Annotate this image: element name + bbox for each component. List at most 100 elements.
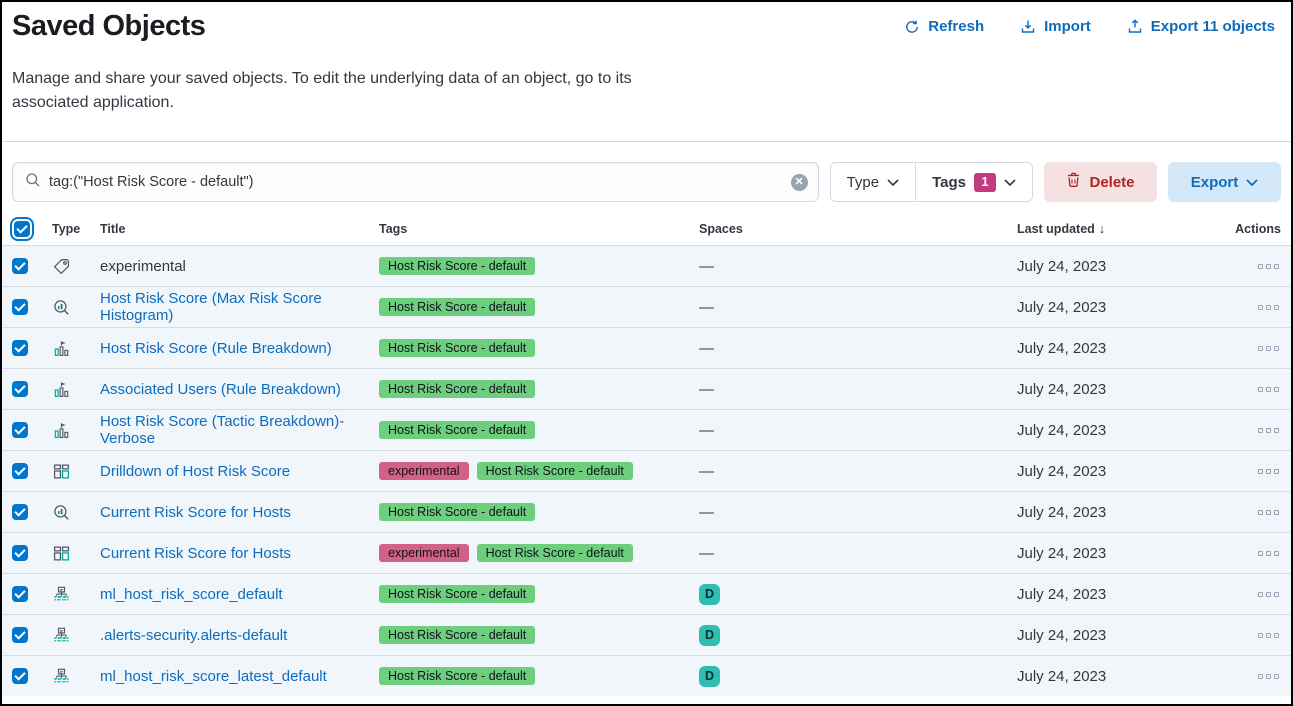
- clear-search-icon[interactable]: ✕: [790, 173, 808, 191]
- row-checkbox[interactable]: [12, 586, 28, 602]
- space-avatar[interactable]: D: [699, 665, 720, 687]
- row-actions-icon[interactable]: [1256, 342, 1281, 355]
- row-checkbox-cell: [12, 504, 52, 520]
- tag-badge[interactable]: experimental: [379, 462, 469, 480]
- delete-button[interactable]: Delete: [1044, 162, 1157, 202]
- row-checkbox[interactable]: [12, 258, 28, 274]
- tag-badge[interactable]: Host Risk Score - default: [379, 298, 536, 316]
- object-title-link[interactable]: .alerts-security.alerts-default: [100, 626, 288, 644]
- row-last-updated-cell: July 24, 2023: [1017, 545, 1169, 562]
- table-row: experimental Host Risk Score - default — Ju…: [2, 245, 1291, 286]
- space-avatar[interactable]: D: [699, 624, 720, 646]
- row-actions-icon[interactable]: [1256, 424, 1281, 437]
- tags-filter-label: Tags: [932, 173, 966, 191]
- tag-badge[interactable]: Host Risk Score - default: [379, 503, 536, 521]
- object-title-link[interactable]: Host Risk Score (Rule Breakdown): [100, 339, 332, 357]
- row-checkbox[interactable]: [12, 463, 28, 479]
- no-space-dash: —: [699, 462, 714, 480]
- object-title-link[interactable]: Drilldown of Host Risk Score: [100, 462, 291, 480]
- row-actions-cell: [1169, 342, 1281, 355]
- tag-badge[interactable]: Host Risk Score - default: [379, 380, 536, 398]
- row-actions-cell: [1169, 301, 1281, 314]
- object-title-link[interactable]: ml_host_risk_score_latest_default: [100, 667, 327, 685]
- header-last-updated[interactable]: Last updated ↓: [1017, 221, 1106, 236]
- object-title-link[interactable]: Host Risk Score (Max Risk Score Histogra…: [100, 290, 322, 324]
- last-updated-text: July 24, 2023: [1017, 503, 1107, 521]
- row-last-updated-cell: July 24, 2023: [1017, 504, 1169, 521]
- row-tags-cell: experimental Host Risk Score - default: [379, 462, 699, 480]
- sort-descending-icon: ↓: [1098, 221, 1106, 236]
- row-actions-icon[interactable]: [1256, 629, 1281, 642]
- object-title-link[interactable]: Current Risk Score for Hosts: [100, 503, 291, 521]
- import-button[interactable]: Import: [1020, 18, 1091, 35]
- tag-badge[interactable]: Host Risk Score - default: [379, 585, 536, 603]
- tag-badge[interactable]: Host Risk Score - default: [379, 339, 536, 357]
- tag-badge[interactable]: Host Risk Score - default: [379, 626, 536, 644]
- row-tags-cell: Host Risk Score - default: [379, 257, 699, 275]
- row-type-cell: [52, 545, 100, 562]
- row-actions-icon[interactable]: [1256, 383, 1281, 396]
- row-checkbox[interactable]: [12, 627, 28, 643]
- select-all-checkbox[interactable]: [14, 220, 30, 237]
- object-title-link[interactable]: Current Risk Score for Hosts: [100, 544, 291, 562]
- no-space-dash: —: [699, 339, 714, 357]
- export-button[interactable]: Export: [1168, 162, 1281, 202]
- row-actions-cell: [1169, 465, 1281, 478]
- table-row: Host Risk Score (Max Risk Score Histogra…: [2, 286, 1291, 327]
- row-actions-cell: [1169, 547, 1281, 560]
- page-header: Saved Objects Refresh Import: [12, 10, 1281, 43]
- row-checkbox[interactable]: [12, 422, 28, 438]
- row-title-cell: Host Risk Score (Max Risk Score Histogra…: [100, 290, 379, 324]
- space-avatar[interactable]: D: [699, 583, 720, 605]
- tags-filter-button[interactable]: Tags 1: [915, 163, 1032, 201]
- visualization-icon: [52, 381, 70, 398]
- row-actions-cell: [1169, 629, 1281, 642]
- object-title-link[interactable]: ml_host_risk_score_default: [100, 585, 283, 603]
- row-checkbox-cell: [12, 586, 52, 602]
- row-title-cell: Host Risk Score (Tactic Breakdown)- Verb…: [100, 413, 379, 447]
- row-spaces-cell: —: [699, 299, 1017, 316]
- header-tags[interactable]: Tags: [379, 221, 408, 236]
- row-actions-icon[interactable]: [1256, 506, 1281, 519]
- row-checkbox[interactable]: [12, 545, 28, 561]
- row-title-cell: ml_host_risk_score_default: [100, 586, 379, 603]
- tag-badge[interactable]: Host Risk Score - default: [476, 462, 633, 480]
- object-title-link[interactable]: Associated Users (Rule Breakdown): [100, 380, 341, 398]
- tag-badge[interactable]: experimental: [379, 544, 469, 562]
- type-filter-button[interactable]: Type: [831, 163, 916, 201]
- trash-icon: [1066, 172, 1081, 192]
- row-title-cell: Drilldown of Host Risk Score: [100, 463, 379, 480]
- export-all-label: Export 11 objects: [1150, 18, 1275, 35]
- tag-badge[interactable]: Host Risk Score - default: [379, 421, 536, 439]
- row-checkbox[interactable]: [12, 299, 28, 315]
- row-checkbox-cell: [12, 340, 52, 356]
- header-title[interactable]: Title: [100, 221, 126, 236]
- row-actions-icon[interactable]: [1256, 260, 1281, 273]
- row-actions-icon[interactable]: [1256, 588, 1281, 601]
- export-button-label: Export: [1190, 173, 1239, 191]
- row-checkbox[interactable]: [12, 381, 28, 397]
- row-actions-icon[interactable]: [1256, 465, 1281, 478]
- tag-badge[interactable]: Host Risk Score - default: [379, 667, 536, 685]
- row-checkbox[interactable]: [12, 668, 28, 684]
- row-actions-icon[interactable]: [1256, 547, 1281, 560]
- object-title-link[interactable]: Host Risk Score (Tactic Breakdown)- Verb…: [100, 413, 345, 447]
- row-spaces-cell: —: [699, 463, 1017, 480]
- refresh-button[interactable]: Refresh: [904, 18, 984, 35]
- tag-badge[interactable]: Host Risk Score - default: [476, 544, 633, 562]
- header-type[interactable]: Type: [52, 221, 81, 236]
- header-spaces[interactable]: Spaces: [699, 221, 743, 236]
- visualization-icon: [52, 422, 70, 439]
- row-checkbox[interactable]: [12, 504, 28, 520]
- row-last-updated-cell: July 24, 2023: [1017, 381, 1169, 398]
- row-checkbox[interactable]: [12, 340, 28, 356]
- tag-badge[interactable]: Host Risk Score - default: [379, 257, 536, 275]
- table-row: ml_host_risk_score_latest_default Host Ri…: [2, 655, 1291, 696]
- row-title-cell: Current Risk Score for Hosts: [100, 545, 379, 562]
- row-checkbox-cell: [12, 381, 52, 397]
- row-actions-icon[interactable]: [1256, 301, 1281, 314]
- search-input[interactable]: [49, 174, 783, 190]
- row-last-updated-cell: July 24, 2023: [1017, 258, 1169, 275]
- row-actions-icon[interactable]: [1256, 670, 1281, 683]
- export-all-button[interactable]: Export 11 objects: [1127, 18, 1275, 35]
